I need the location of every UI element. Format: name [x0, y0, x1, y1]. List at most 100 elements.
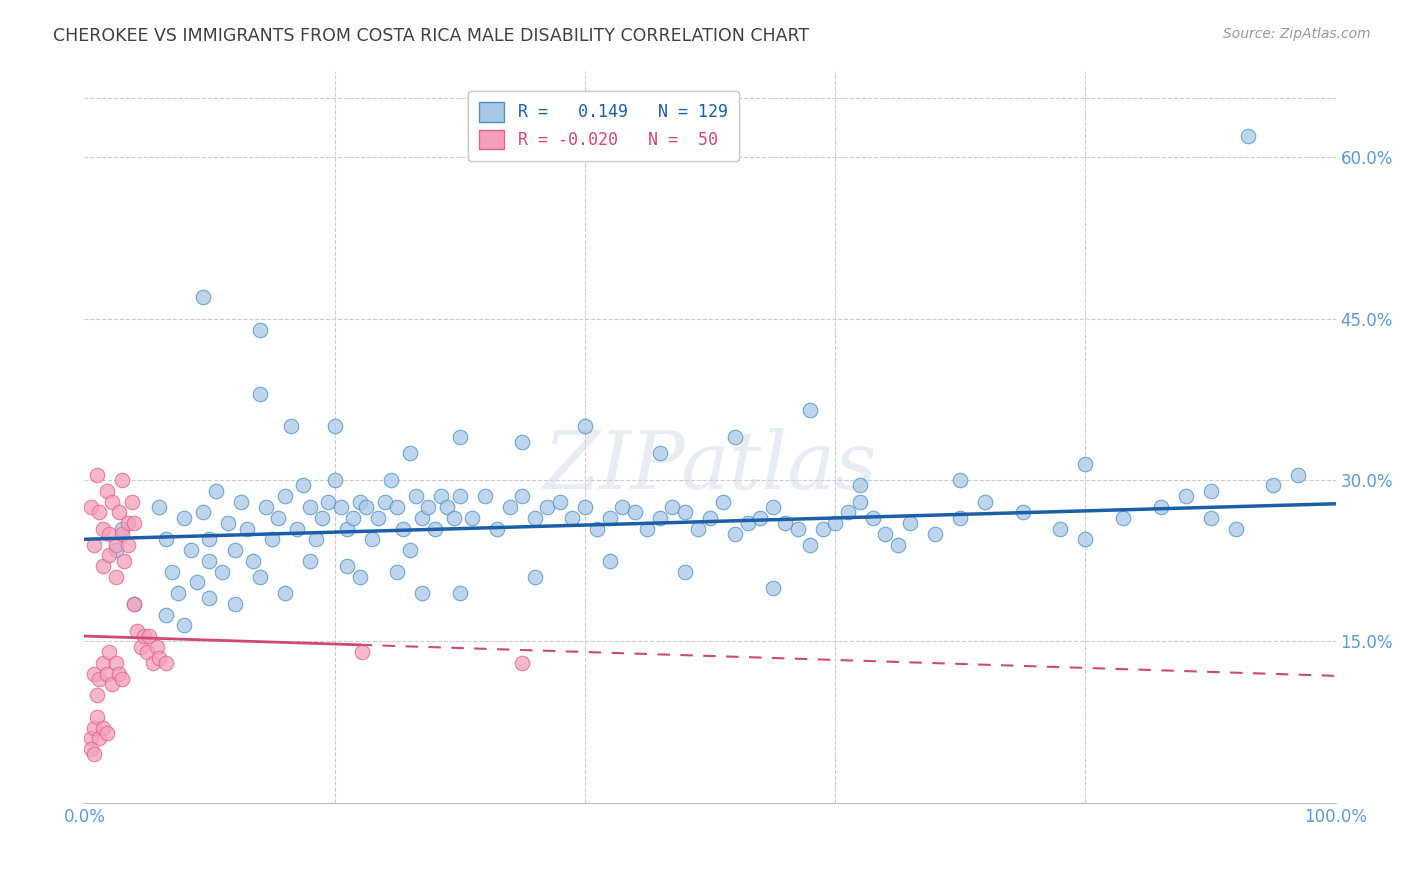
Point [536, 500, 558, 514]
Point [111, 473, 134, 487]
Point [443, 510, 465, 524]
Point [125, 624, 148, 638]
Point [673, 505, 696, 519]
Point [949, 510, 972, 524]
Point [786, 521, 808, 535]
Point [224, 543, 246, 558]
Point [134, 629, 156, 643]
Point [111, 527, 134, 541]
Point [142, 656, 165, 670]
Point [124, 597, 146, 611]
Point [512, 435, 534, 450]
Point [849, 494, 872, 508]
Point [96, 726, 118, 740]
Point [762, 500, 785, 514]
Point [423, 521, 446, 535]
Point [349, 494, 371, 508]
Point [385, 500, 409, 514]
Point [1174, 489, 1197, 503]
Point [249, 387, 271, 401]
Point [380, 473, 402, 487]
Point [129, 640, 152, 654]
Point [574, 419, 596, 434]
Point [117, 538, 139, 552]
Point [83, 538, 105, 552]
Point [198, 554, 221, 568]
Point [96, 666, 118, 681]
Point [193, 290, 215, 304]
Point [811, 521, 834, 535]
Point [311, 510, 333, 524]
Point [824, 516, 846, 530]
Point [1012, 505, 1035, 519]
Point [292, 478, 315, 492]
Point [98, 527, 121, 541]
Point [229, 494, 252, 508]
Point [91, 521, 114, 535]
Point [155, 607, 177, 622]
Point [367, 510, 389, 524]
Point [1199, 510, 1222, 524]
Point [83, 747, 105, 762]
Point [173, 510, 195, 524]
Point [1149, 500, 1171, 514]
Point [273, 489, 295, 503]
Point [267, 510, 290, 524]
Point [474, 489, 496, 503]
Point [242, 554, 264, 568]
Point [974, 494, 997, 508]
Point [83, 666, 105, 681]
Point [405, 489, 427, 503]
Point [349, 570, 371, 584]
Point [1225, 521, 1247, 535]
Point [499, 500, 522, 514]
Point [249, 570, 271, 584]
Point [101, 677, 124, 691]
Point [461, 510, 484, 524]
Point [699, 510, 721, 524]
Point [262, 533, 284, 547]
Point [737, 516, 759, 530]
Point [1263, 478, 1285, 492]
Text: CHEROKEE VS IMMIGRANTS FROM COSTA RICA MALE DISABILITY CORRELATION CHART: CHEROKEE VS IMMIGRANTS FROM COSTA RICA M… [53, 27, 810, 45]
Point [352, 645, 374, 659]
Point [104, 656, 127, 670]
Point [686, 521, 709, 535]
Point [155, 533, 177, 547]
Point [523, 510, 546, 524]
Legend: R =   0.149   N = 129, R = -0.020   N =  50: R = 0.149 N = 129, R = -0.020 N = 50 [468, 91, 740, 161]
Point [449, 430, 471, 444]
Point [160, 565, 183, 579]
Point [236, 521, 259, 535]
Point [104, 538, 127, 552]
Point [361, 533, 384, 547]
Point [186, 575, 208, 590]
Point [111, 672, 134, 686]
Point [136, 645, 159, 659]
Point [198, 533, 221, 547]
Point [799, 403, 821, 417]
Point [104, 570, 127, 584]
Point [1112, 510, 1135, 524]
Point [108, 505, 131, 519]
Point [512, 656, 534, 670]
Point [1049, 521, 1071, 535]
Point [418, 500, 440, 514]
Point [1237, 128, 1260, 143]
Point [724, 430, 747, 444]
Point [648, 446, 671, 460]
Point [89, 672, 111, 686]
Point [298, 554, 321, 568]
Point [148, 650, 170, 665]
Point [342, 510, 364, 524]
Point [148, 500, 170, 514]
Point [673, 565, 696, 579]
Point [138, 629, 160, 643]
Point [637, 521, 659, 535]
Point [837, 505, 859, 519]
Point [249, 322, 271, 336]
Point [749, 510, 772, 524]
Point [887, 538, 910, 552]
Point [124, 597, 146, 611]
Point [280, 419, 302, 434]
